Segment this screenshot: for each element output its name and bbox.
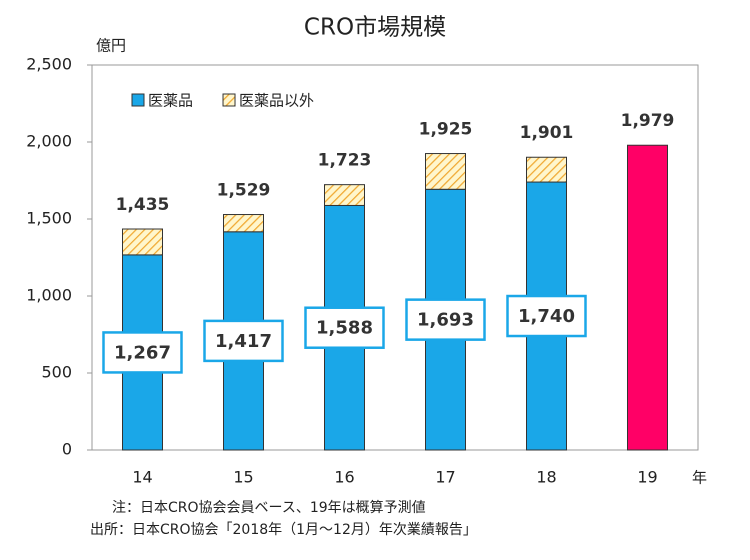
total-label: 1,901 — [520, 123, 574, 143]
bar-segment — [223, 214, 264, 233]
plot-frame — [91, 64, 699, 451]
total-label: 1,435 — [116, 195, 170, 215]
note: 注：日本CRO協会会員ベース、19年は概算予測値 — [112, 500, 426, 516]
x-tick-label: 18 — [536, 468, 556, 487]
y-tick-label: 500 — [41, 363, 72, 382]
note: 出所：日本CRO協会「2018年（1月～12月）年次業績報告」 — [90, 522, 477, 538]
value-label-box — [304, 306, 385, 349]
bar-segment — [324, 184, 365, 206]
y-tick-label: 2,500 — [26, 55, 72, 74]
value-label: 1,588 — [316, 318, 373, 339]
total-label: 1,529 — [217, 181, 271, 201]
y-tick-label: 1,500 — [26, 209, 72, 228]
bar-segment — [425, 153, 466, 190]
x-tick-label: 16 — [334, 468, 354, 487]
bar-segment — [526, 156, 567, 183]
legend-swatch — [222, 93, 236, 107]
y-tick-label: 0 — [62, 440, 72, 459]
y-tick-label: 2,000 — [26, 132, 72, 151]
value-label: 1,693 — [417, 310, 474, 331]
y-tick-label: 1,000 — [26, 286, 72, 305]
x-tick-label: 17 — [435, 468, 455, 487]
x-unit: 年 — [692, 469, 707, 487]
bar-segment — [122, 228, 163, 256]
legend-swatch — [131, 93, 145, 107]
chart-title: CRO市場規模 — [304, 15, 446, 41]
x-tick-label: 19 — [637, 468, 657, 487]
x-tick-label: 15 — [233, 468, 253, 487]
legend-label: 医薬品 — [148, 92, 193, 110]
value-label-box — [405, 298, 486, 341]
total-label: 1,723 — [318, 151, 372, 171]
total-label: 1,979 — [621, 111, 675, 131]
value-label-box — [102, 331, 183, 374]
y-unit: 億円 — [96, 37, 126, 55]
total-label: 1,925 — [419, 120, 473, 140]
value-label-box — [506, 294, 587, 338]
value-label: 1,417 — [215, 331, 272, 352]
value-label: 1,740 — [518, 306, 575, 327]
legend-label: 医薬品以外 — [239, 92, 314, 110]
value-label-box — [203, 319, 284, 363]
value-label: 1,267 — [114, 342, 171, 363]
bar-segment — [627, 144, 668, 451]
x-tick-label: 14 — [132, 468, 152, 487]
